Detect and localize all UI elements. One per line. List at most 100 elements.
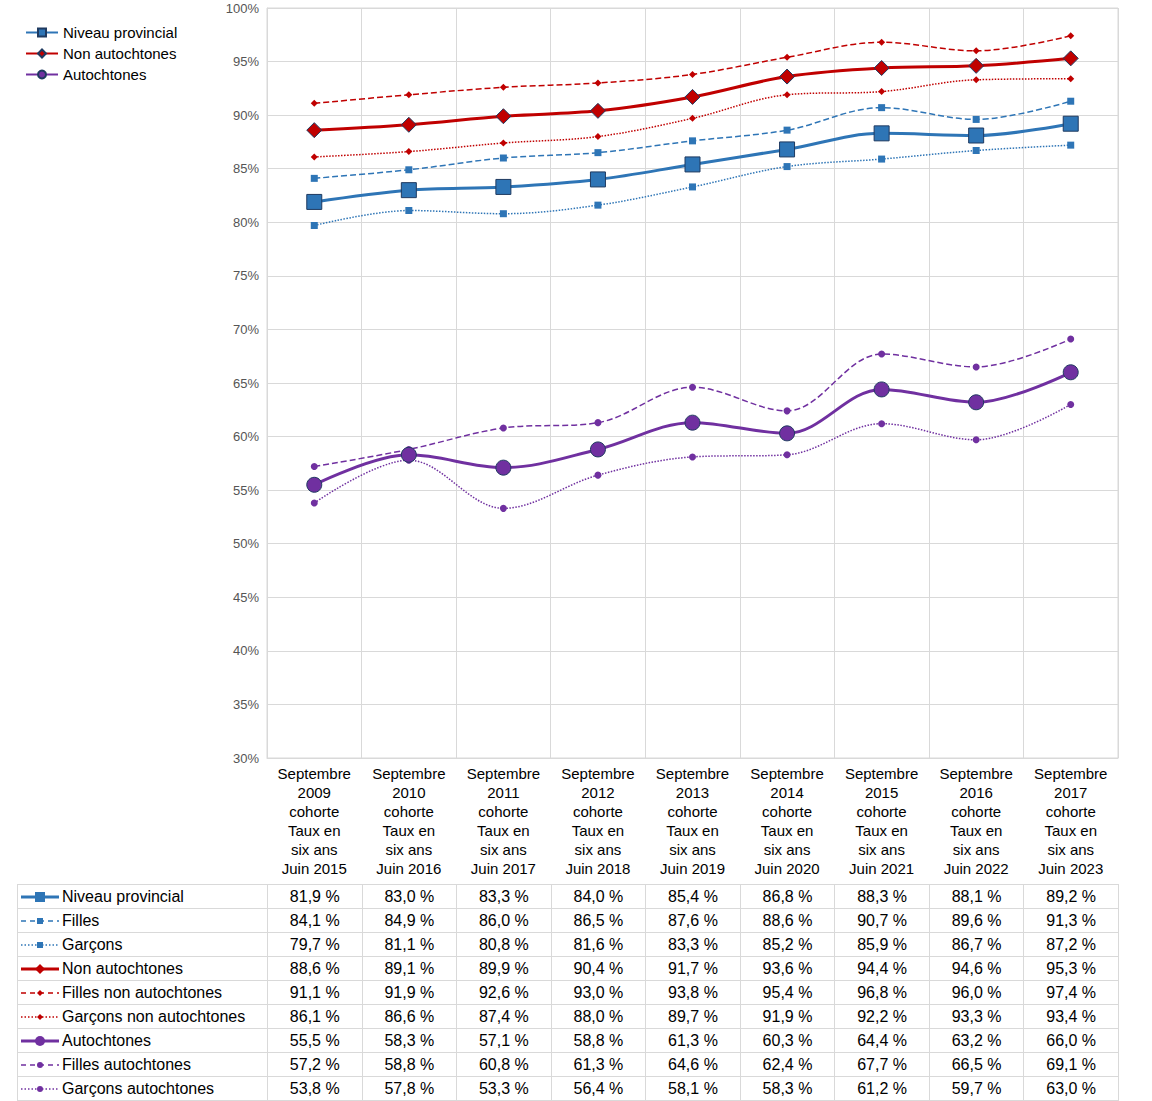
svg-text:cohorte: cohorte [951, 803, 1001, 820]
svg-text:Taux en: Taux en [288, 822, 341, 839]
html-text:Niveau provincial: Niveau provincial [62, 887, 184, 905]
html-text:83,0 %: 83,0 % [384, 887, 435, 905]
html-text:88,1 %: 88,1 % [951, 887, 1002, 905]
svg-text:65%: 65% [233, 376, 259, 391]
html-text:86,0 %: 86,0 % [479, 911, 529, 929]
svg-text:Juin 2017: Juin 2017 [471, 860, 536, 877]
html-text:Garçons: Garçons [62, 935, 123, 953]
svg-text:cohorte: cohorte [857, 803, 907, 820]
svg-text:90%: 90% [233, 108, 259, 123]
svg-text:six ans: six ans [480, 841, 527, 858]
svg-text:Taux en: Taux en [383, 822, 436, 839]
svg-text:Taux en: Taux en [855, 822, 908, 839]
html-text:84,9 %: 84,9 % [384, 911, 435, 929]
svg-text:Septembre: Septembre [467, 765, 540, 782]
html-text:89,2 %: 89,2 % [1046, 887, 1096, 905]
html-text:84,0 %: 84,0 % [573, 887, 624, 905]
svg-text:cohorte: cohorte [478, 803, 528, 820]
svg-text:50%: 50% [233, 536, 259, 551]
html-text:81,1 %: 81,1 % [384, 935, 435, 953]
html-text:81,9 %: 81,9 % [289, 887, 340, 905]
svg-text:Juin 2015: Juin 2015 [282, 860, 347, 877]
svg-text:2009: 2009 [298, 784, 331, 801]
svg-text:cohorte: cohorte [384, 803, 434, 820]
svg-text:95%: 95% [233, 54, 259, 69]
svg-text:30%: 30% [233, 751, 259, 766]
html-text:81,6 %: 81,6 % [573, 935, 624, 953]
svg-text:75%: 75% [233, 268, 259, 283]
svg-text:Juin 2023: Juin 2023 [1038, 860, 1103, 877]
svg-text:2016: 2016 [959, 784, 992, 801]
svg-text:six ans: six ans [1047, 841, 1094, 858]
svg-text:Septembre: Septembre [845, 765, 918, 782]
html-text:83,3 %: 83,3 % [479, 887, 529, 905]
html-text:79,7 %: 79,7 % [289, 935, 340, 953]
svg-text:Septembre: Septembre [656, 765, 729, 782]
html-text:86,5 %: 86,5 % [573, 911, 624, 929]
svg-text:Taux en: Taux en [761, 822, 814, 839]
html-text:85,2 %: 85,2 % [762, 935, 813, 953]
html-text:85,4 %: 85,4 % [668, 887, 718, 905]
svg-text:2014: 2014 [770, 784, 803, 801]
svg-text:Taux en: Taux en [572, 822, 625, 839]
svg-text:Taux en: Taux en [477, 822, 530, 839]
html-text:88,3 %: 88,3 % [857, 887, 907, 905]
svg-text:Juin 2021: Juin 2021 [849, 860, 914, 877]
svg-text:Septembre: Septembre [750, 765, 823, 782]
svg-text:40%: 40% [233, 643, 259, 658]
svg-text:Autochtones: Autochtones [63, 66, 146, 83]
svg-text:Juin 2019: Juin 2019 [660, 860, 725, 877]
svg-text:2015: 2015 [865, 784, 898, 801]
svg-text:six ans: six ans [385, 841, 432, 858]
svg-text:55%: 55% [233, 483, 259, 498]
html-text:86,8 %: 86,8 % [762, 887, 813, 905]
svg-text:cohorte: cohorte [289, 803, 339, 820]
svg-text:six ans: six ans [291, 841, 338, 858]
svg-text:Septembre: Septembre [372, 765, 445, 782]
svg-text:2010: 2010 [392, 784, 425, 801]
html-text:85,9 %: 85,9 % [857, 935, 907, 953]
svg-text:cohorte: cohorte [1046, 803, 1096, 820]
svg-text:Juin 2022: Juin 2022 [944, 860, 1009, 877]
svg-text:2012: 2012 [581, 784, 614, 801]
svg-text:35%: 35% [233, 697, 259, 712]
svg-text:85%: 85% [233, 161, 259, 176]
svg-text:six ans: six ans [669, 841, 716, 858]
html-text:Filles: Filles [62, 911, 100, 929]
svg-text:cohorte: cohorte [573, 803, 623, 820]
svg-text:80%: 80% [233, 215, 259, 230]
svg-text:six ans: six ans [764, 841, 811, 858]
svg-text:cohorte: cohorte [762, 803, 812, 820]
svg-text:Septembre: Septembre [278, 765, 351, 782]
html-text:84,1 %: 84,1 % [289, 911, 340, 929]
svg-text:Taux en: Taux en [666, 822, 719, 839]
svg-text:Septembre: Septembre [939, 765, 1012, 782]
html-text:89,6 %: 89,6 % [951, 911, 1002, 929]
html-text:90,7 %: 90,7 % [857, 911, 907, 929]
svg-text:Juin 2016: Juin 2016 [376, 860, 441, 877]
svg-text:Juin 2020: Juin 2020 [755, 860, 820, 877]
svg-text:2011: 2011 [487, 784, 519, 801]
html-text:80,8 %: 80,8 % [479, 935, 529, 953]
svg-text:2013: 2013 [676, 784, 709, 801]
svg-text:Taux en: Taux en [950, 822, 1003, 839]
svg-text:Taux en: Taux en [1044, 822, 1097, 839]
svg-text:six ans: six ans [858, 841, 905, 858]
svg-text:Juin 2018: Juin 2018 [565, 860, 630, 877]
svg-text:Septembre: Septembre [561, 765, 634, 782]
svg-text:2017: 2017 [1054, 784, 1087, 801]
svg-text:Niveau provincial: Niveau provincial [63, 24, 177, 41]
html-text:88,6 %: 88,6 % [762, 911, 813, 929]
svg-text:Septembre: Septembre [1034, 765, 1107, 782]
svg-text:70%: 70% [233, 322, 259, 337]
html-text:91,3 %: 91,3 % [1046, 911, 1096, 929]
svg-text:Non autochtones: Non autochtones [63, 45, 176, 62]
html-text:83,3 %: 83,3 % [668, 935, 718, 953]
svg-text:60%: 60% [233, 429, 259, 444]
svg-text:six ans: six ans [953, 841, 1000, 858]
html-text:87,6 %: 87,6 % [668, 911, 718, 929]
svg-text:six ans: six ans [575, 841, 622, 858]
svg-text:100%: 100% [226, 1, 260, 16]
svg-text:cohorte: cohorte [667, 803, 717, 820]
svg-text:45%: 45% [233, 590, 259, 605]
